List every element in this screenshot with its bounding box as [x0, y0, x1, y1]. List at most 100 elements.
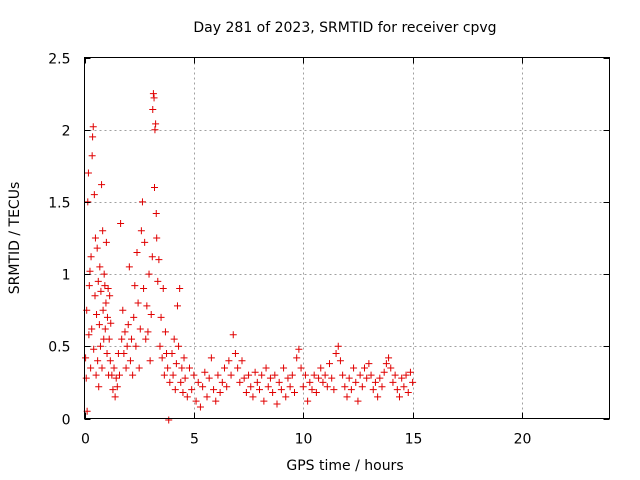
data-point: [99, 306, 107, 314]
data-point: [106, 357, 114, 365]
data-point: [87, 364, 95, 372]
data-point: [229, 331, 237, 339]
data-point: [221, 364, 228, 372]
data-point: [183, 393, 191, 401]
data-point: [409, 378, 417, 386]
data-point: [275, 378, 283, 386]
data-point: [157, 313, 165, 321]
data-point: [378, 383, 386, 391]
data-point: [284, 374, 292, 382]
y-tick-label: 2: [62, 124, 71, 140]
data-point: [293, 354, 301, 362]
data-point: [108, 371, 116, 379]
data-point: [404, 389, 412, 397]
data-point: [212, 397, 220, 405]
data-point: [119, 306, 127, 314]
data-point: [301, 371, 309, 379]
y-tick-label: 0.5: [48, 340, 70, 356]
data-point: [171, 386, 179, 394]
data-point: [188, 386, 196, 394]
y-tick-label: 2.5: [48, 52, 70, 68]
data-point: [140, 285, 148, 293]
data-point: [137, 227, 145, 235]
data-point: [101, 282, 109, 290]
data-point: [288, 371, 296, 379]
data-point: [308, 386, 316, 394]
data-point: [332, 350, 340, 358]
axis-ticks: 0 5 10 15 20 0 0.5 1 1.5 2 2.5: [48, 52, 610, 448]
data-point: [116, 371, 123, 379]
data-point: [196, 403, 204, 411]
data-point: [166, 378, 174, 386]
data-point: [135, 364, 143, 372]
data-point: [90, 191, 98, 199]
data-point: [295, 345, 303, 353]
data-point: [297, 364, 305, 372]
data-point: [125, 263, 133, 271]
data-point: [153, 234, 161, 242]
data-point: [367, 371, 375, 379]
data-point: [343, 393, 351, 401]
data-point: [376, 374, 384, 382]
data-point: [393, 386, 401, 394]
data-point: [109, 386, 117, 394]
data-point: [238, 357, 246, 365]
data-point: [96, 342, 104, 350]
data-point: [146, 357, 154, 365]
data-point: [223, 383, 231, 391]
data-point: [334, 342, 342, 350]
data-point: [280, 364, 288, 372]
data-point: [387, 364, 395, 372]
data-point: [123, 342, 131, 350]
data-point: [214, 371, 222, 379]
data-point: [236, 378, 244, 386]
data-point: [118, 335, 126, 343]
data-point: [341, 383, 349, 391]
data-point: [120, 350, 128, 358]
data-point: [178, 364, 186, 372]
data-point: [345, 374, 353, 382]
data-point: [156, 342, 164, 350]
data-point: [102, 238, 110, 246]
data-point: [330, 386, 338, 394]
data-point: [148, 253, 156, 261]
data-point: [306, 378, 314, 386]
data-point: [282, 393, 290, 401]
data-point: [113, 383, 121, 391]
data-point: [130, 313, 138, 321]
data-point: [134, 299, 142, 307]
data-point: [101, 325, 109, 333]
data-point: [365, 360, 373, 368]
data-point: [210, 386, 218, 394]
data-point: [273, 400, 281, 408]
data-point: [164, 364, 172, 372]
data-point: [262, 364, 270, 372]
data-point: [89, 133, 97, 141]
x-tick-label: 10: [295, 432, 313, 448]
data-point: [277, 386, 285, 394]
data-point: [321, 371, 329, 379]
data-point: [354, 397, 362, 405]
data-point: [103, 350, 111, 358]
data-point: [227, 371, 235, 379]
y-tick-label: 1: [62, 268, 71, 284]
data-point: [99, 227, 107, 235]
y-axis-label: SRMTID / TECUs: [7, 182, 23, 295]
data-point: [151, 126, 159, 134]
data-point: [286, 383, 294, 391]
data-point: [147, 311, 155, 319]
data-point: [150, 94, 158, 102]
data-point: [216, 389, 224, 397]
data-point: [82, 354, 90, 362]
data-point: [88, 325, 96, 333]
data-point: [175, 342, 183, 350]
data-point: [105, 335, 113, 343]
data-point: [225, 357, 233, 365]
data-point: [124, 321, 132, 329]
data-point: [145, 270, 153, 278]
data-point: [245, 371, 253, 379]
data-point: [326, 360, 333, 368]
data-point: [199, 383, 207, 391]
